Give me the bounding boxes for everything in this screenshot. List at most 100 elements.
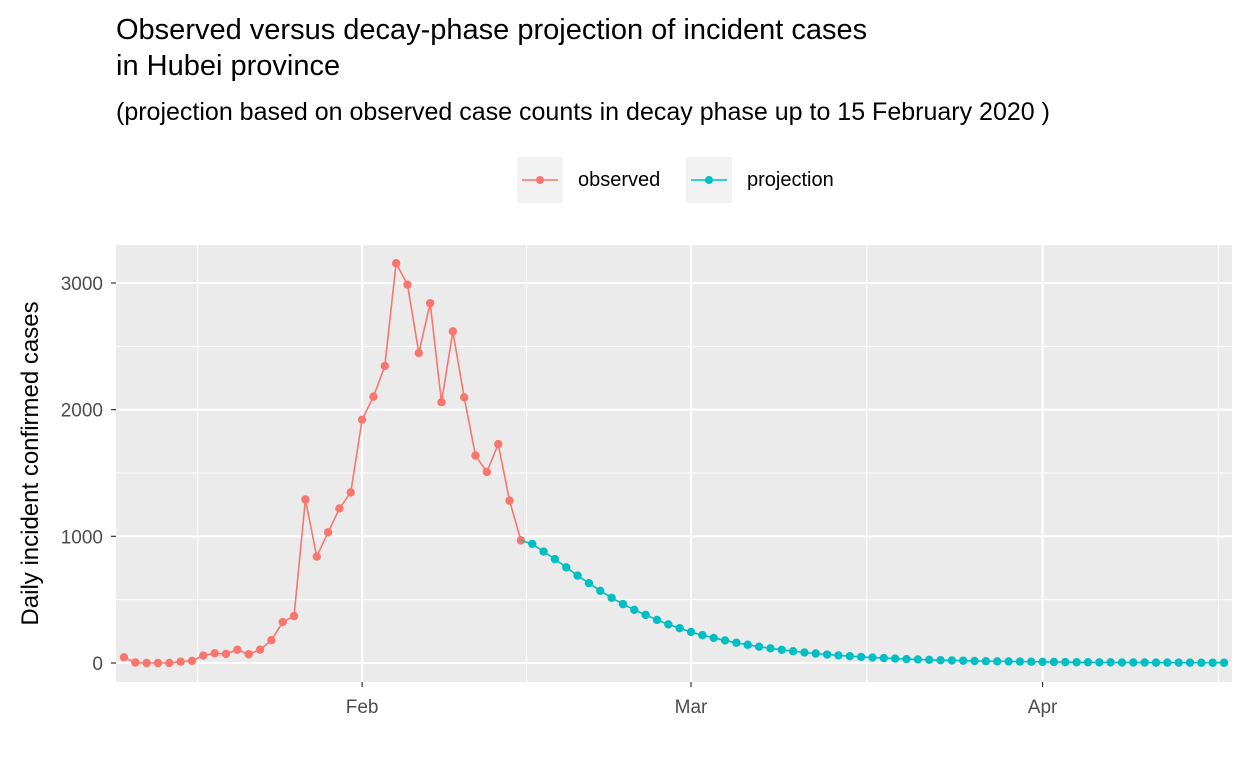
data-point-projection-17	[720, 636, 730, 645]
data-point-observed-11	[244, 650, 253, 659]
data-point-projection-48	[1072, 658, 1081, 667]
y-axis-title: Daily incident confirmed cases	[17, 301, 44, 625]
data-point-projection-5	[584, 579, 594, 588]
legend-key-observed	[517, 157, 563, 203]
data-point-projection-44	[1027, 657, 1036, 666]
data-point-projection-35	[924, 655, 934, 665]
data-point-observed-30	[459, 393, 469, 402]
data-point-projection-19	[743, 640, 752, 649]
data-point-projection-50	[1095, 658, 1104, 667]
data-point-observed-31	[471, 451, 480, 460]
data-point-projection-51	[1106, 658, 1115, 667]
legend-dot-observed	[536, 176, 544, 184]
data-point-observed-10	[233, 645, 242, 654]
data-point-observed-21	[357, 415, 367, 424]
data-point-projection-22	[777, 645, 786, 655]
data-point-projection-11	[652, 615, 662, 625]
data-point-projection-0	[528, 539, 537, 549]
data-point-projection-24	[800, 648, 809, 657]
data-point-observed-16	[301, 495, 310, 504]
data-point-projection-59	[1197, 658, 1206, 667]
data-point-projection-34	[913, 655, 923, 664]
data-point-observed-7	[199, 651, 208, 660]
chart-title-line-1: Observed versus decay-phase projection o…	[116, 14, 868, 46]
data-point-projection-9	[630, 605, 639, 614]
data-point-observed-8	[210, 649, 219, 658]
data-point-projection-56	[1163, 658, 1172, 667]
data-point-projection-21	[766, 644, 775, 653]
data-point-observed-0	[119, 653, 129, 662]
legend-dot-projection	[705, 176, 713, 184]
data-point-observed-34	[505, 496, 514, 505]
data-point-projection-49	[1083, 658, 1093, 667]
data-point-observed-28	[437, 397, 446, 407]
data-point-projection-10	[641, 610, 650, 620]
plot-panel	[116, 245, 1232, 682]
data-point-observed-33	[494, 439, 503, 449]
legend-label-observed: observed	[578, 169, 661, 191]
data-point-observed-2	[142, 658, 151, 668]
data-point-projection-42	[1004, 657, 1013, 666]
data-point-projection-1	[539, 547, 548, 556]
data-point-observed-35	[516, 536, 526, 545]
data-point-projection-18	[732, 638, 741, 647]
data-point-observed-9	[221, 649, 231, 659]
y-tick-label-2: 2000	[61, 401, 103, 422]
data-point-observed-24	[391, 259, 401, 268]
data-point-observed-18	[323, 528, 333, 537]
data-point-projection-13	[675, 623, 684, 633]
data-point-projection-8	[618, 599, 628, 609]
data-point-projection-33	[902, 654, 911, 664]
data-point-projection-16	[709, 633, 718, 643]
data-point-observed-32	[482, 467, 492, 477]
data-point-projection-2	[550, 554, 560, 564]
chart-subtitle: (projection based on observed case count…	[116, 98, 1050, 126]
x-tick-label-1: Mar	[675, 697, 708, 718]
data-point-observed-29	[448, 327, 458, 336]
data-point-projection-30	[868, 653, 877, 662]
data-point-projection-46	[1049, 657, 1059, 667]
data-point-projection-38	[959, 656, 968, 665]
chart-title-line-2: in Hubei province	[116, 50, 341, 82]
data-point-observed-19	[335, 504, 344, 513]
data-point-projection-20	[754, 642, 764, 651]
data-point-observed-23	[380, 361, 389, 371]
legend-label-projection: projection	[747, 169, 834, 191]
data-point-observed-5	[176, 657, 185, 666]
data-point-projection-6	[596, 586, 605, 595]
data-point-projection-7	[607, 593, 616, 602]
data-point-projection-29	[856, 652, 866, 662]
data-point-projection-60	[1208, 658, 1217, 667]
data-point-observed-27	[425, 298, 435, 308]
data-point-projection-52	[1117, 658, 1127, 667]
data-point-observed-25	[403, 280, 412, 289]
data-point-projection-12	[664, 620, 673, 629]
data-point-projection-61	[1219, 658, 1229, 667]
data-point-projection-25	[811, 649, 820, 658]
data-point-projection-58	[1185, 658, 1195, 667]
y-tick-label-3: 3000	[61, 274, 103, 295]
data-point-observed-26	[414, 348, 424, 358]
data-point-observed-1	[131, 658, 140, 667]
y-tick-label-1: 1000	[61, 527, 103, 548]
data-point-observed-4	[165, 658, 174, 668]
data-point-projection-3	[562, 563, 571, 572]
legend-key-projection	[686, 157, 732, 203]
x-tick-label-2: Apr	[1028, 697, 1058, 718]
data-point-observed-6	[187, 656, 197, 666]
data-point-projection-55	[1151, 658, 1161, 667]
data-point-observed-12	[255, 645, 265, 654]
data-point-projection-45	[1038, 657, 1047, 667]
data-point-projection-32	[890, 654, 900, 663]
data-point-observed-3	[153, 658, 163, 668]
data-point-observed-13	[267, 636, 276, 645]
data-point-projection-41	[993, 657, 1002, 666]
data-point-projection-31	[879, 653, 889, 663]
data-point-projection-43	[1015, 657, 1025, 666]
data-point-observed-22	[369, 392, 378, 401]
data-point-projection-28	[845, 651, 854, 661]
data-point-projection-53	[1129, 658, 1138, 667]
data-point-projection-37	[947, 656, 957, 665]
data-point-projection-47	[1061, 657, 1070, 667]
